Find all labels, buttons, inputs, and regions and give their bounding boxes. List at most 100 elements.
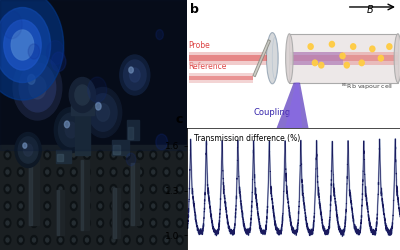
Circle shape xyxy=(72,204,75,208)
Circle shape xyxy=(99,238,102,242)
Circle shape xyxy=(112,238,115,242)
Circle shape xyxy=(138,238,142,242)
Circle shape xyxy=(125,153,128,157)
Circle shape xyxy=(165,170,168,174)
Circle shape xyxy=(6,153,9,157)
Circle shape xyxy=(31,168,37,176)
Circle shape xyxy=(4,202,11,210)
Circle shape xyxy=(4,168,11,176)
Circle shape xyxy=(152,187,155,191)
Bar xyxy=(56,190,64,235)
Circle shape xyxy=(46,204,49,208)
Circle shape xyxy=(72,170,75,174)
Circle shape xyxy=(46,187,49,191)
Polygon shape xyxy=(285,83,302,128)
Circle shape xyxy=(150,168,157,176)
Circle shape xyxy=(84,202,90,210)
Circle shape xyxy=(329,42,334,47)
Circle shape xyxy=(72,238,75,242)
Text: $B$: $B$ xyxy=(366,3,374,15)
Circle shape xyxy=(125,170,128,174)
Circle shape xyxy=(70,202,77,210)
Circle shape xyxy=(57,202,64,210)
Circle shape xyxy=(4,236,11,244)
Circle shape xyxy=(312,60,318,66)
Circle shape xyxy=(6,238,9,242)
Bar xyxy=(0,0,187,150)
Text: Coupling: Coupling xyxy=(254,108,291,117)
Circle shape xyxy=(96,102,101,110)
Circle shape xyxy=(351,44,356,49)
Circle shape xyxy=(112,170,115,174)
Bar xyxy=(80,160,89,230)
Circle shape xyxy=(110,150,117,160)
Circle shape xyxy=(23,143,27,148)
Bar xyxy=(113,145,120,154)
Circle shape xyxy=(54,108,88,152)
Circle shape xyxy=(84,236,90,244)
Circle shape xyxy=(46,221,49,225)
Bar xyxy=(56,150,71,162)
Text: c: c xyxy=(176,112,183,126)
Circle shape xyxy=(59,153,62,157)
Bar xyxy=(80,160,83,230)
Circle shape xyxy=(378,56,384,61)
Circle shape xyxy=(70,150,77,160)
Circle shape xyxy=(59,204,62,208)
Bar xyxy=(29,145,32,225)
Circle shape xyxy=(112,221,115,225)
Circle shape xyxy=(97,202,104,210)
Circle shape xyxy=(123,236,130,244)
Text: Probe: Probe xyxy=(188,41,210,50)
Circle shape xyxy=(59,238,62,242)
Circle shape xyxy=(125,187,128,191)
Circle shape xyxy=(110,218,117,228)
Circle shape xyxy=(125,204,128,208)
Bar xyxy=(57,190,59,235)
FancyBboxPatch shape xyxy=(289,34,398,83)
Circle shape xyxy=(4,184,11,194)
Circle shape xyxy=(86,238,88,242)
Circle shape xyxy=(6,204,9,208)
Circle shape xyxy=(59,221,62,225)
Circle shape xyxy=(44,218,51,228)
Circle shape xyxy=(138,187,142,191)
FancyBboxPatch shape xyxy=(253,40,270,77)
Circle shape xyxy=(99,170,102,174)
Circle shape xyxy=(99,204,102,208)
Circle shape xyxy=(29,76,46,99)
Circle shape xyxy=(163,236,170,244)
Circle shape xyxy=(84,184,90,194)
Circle shape xyxy=(32,153,36,157)
Circle shape xyxy=(123,168,130,176)
Circle shape xyxy=(110,202,117,210)
Circle shape xyxy=(19,221,22,225)
Bar xyxy=(128,127,133,139)
Circle shape xyxy=(32,204,36,208)
Text: b: b xyxy=(190,4,199,16)
Circle shape xyxy=(130,68,140,82)
Circle shape xyxy=(17,184,24,194)
Circle shape xyxy=(86,221,88,225)
Circle shape xyxy=(13,55,62,120)
Circle shape xyxy=(31,184,37,194)
Bar xyxy=(289,56,398,61)
Circle shape xyxy=(178,221,181,225)
Ellipse shape xyxy=(394,34,400,83)
Circle shape xyxy=(137,218,143,228)
Circle shape xyxy=(17,236,24,244)
Circle shape xyxy=(4,150,11,160)
Circle shape xyxy=(387,44,392,49)
Circle shape xyxy=(123,202,130,210)
Circle shape xyxy=(84,88,122,138)
Circle shape xyxy=(176,184,183,194)
Bar xyxy=(130,162,140,225)
Circle shape xyxy=(70,168,77,176)
Circle shape xyxy=(165,187,168,191)
Circle shape xyxy=(137,168,143,176)
Circle shape xyxy=(319,62,324,68)
Circle shape xyxy=(112,204,115,208)
Text: $^{85}$Rb vapour cell: $^{85}$Rb vapour cell xyxy=(342,81,394,92)
Circle shape xyxy=(57,150,64,160)
Circle shape xyxy=(1,11,22,39)
